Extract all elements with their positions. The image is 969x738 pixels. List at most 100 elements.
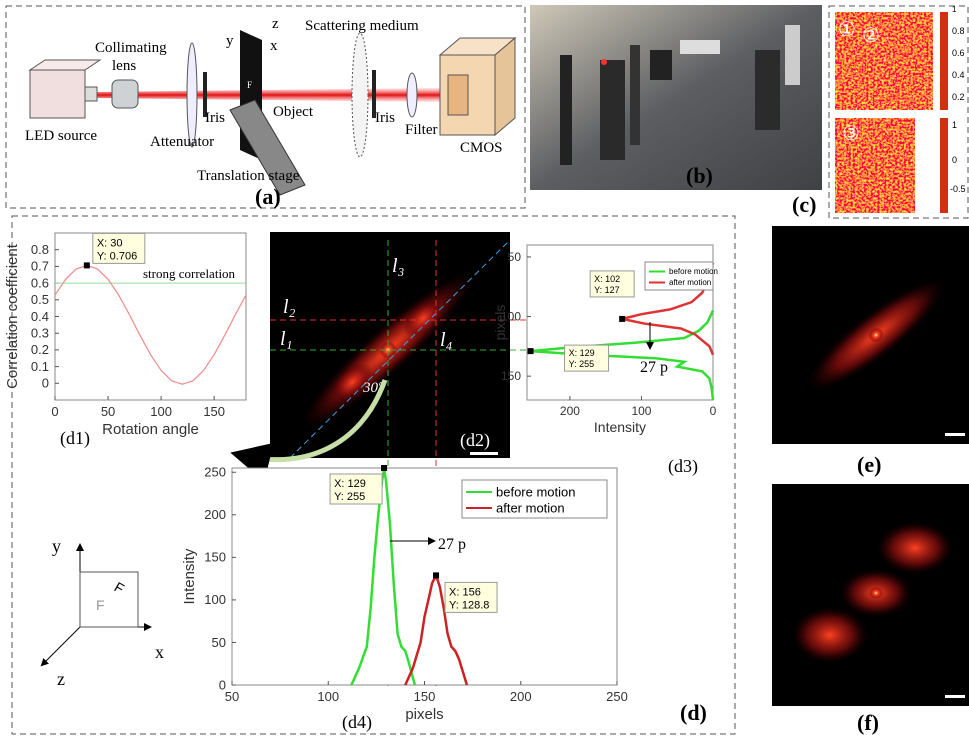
photo-strip xyxy=(680,40,720,54)
x-tick-label: 200 xyxy=(510,689,532,704)
colorbar xyxy=(940,12,948,110)
label: Filter xyxy=(405,122,438,138)
y-tick-label: 0 xyxy=(219,677,226,692)
axis-label: y xyxy=(52,536,61,556)
panel-label: (c) xyxy=(792,192,816,217)
data-tip-text: X: 30 xyxy=(97,237,123,249)
colorbar-tick: 0 xyxy=(952,155,957,165)
y-tick-label: 0 xyxy=(42,376,49,391)
object-letter: F xyxy=(247,80,252,90)
light-beam xyxy=(95,88,440,102)
panel-label: (a) xyxy=(255,184,281,209)
note: 27 p xyxy=(438,536,466,553)
x-axis-label: Intensity xyxy=(594,419,646,435)
colorbar-tick: 1 xyxy=(952,5,957,14)
y-tick-label: 50 xyxy=(508,250,522,264)
y-axis-label: pixels xyxy=(492,305,508,341)
y-axis-label: Intensity xyxy=(181,548,198,604)
plot-area xyxy=(55,233,246,400)
y-tick-label: 250 xyxy=(204,465,226,480)
line-label: l₄ xyxy=(440,329,453,351)
line-label: l₃ xyxy=(392,255,405,277)
label: Collimating xyxy=(95,40,167,56)
scale-bar xyxy=(945,695,965,698)
figure: LED source Collimating lens Attenuator I… xyxy=(0,0,969,738)
x-tick-label: 100 xyxy=(317,689,339,704)
panel-e: (e) xyxy=(772,226,969,477)
x-tick-label: 100 xyxy=(150,404,172,419)
data-tip-marker xyxy=(433,572,439,578)
scattering-medium xyxy=(352,33,368,157)
scale-bar xyxy=(945,433,965,436)
photo-post xyxy=(630,45,640,145)
x-tick-label: 100 xyxy=(631,404,651,418)
photo-post xyxy=(755,50,780,130)
panel-b: (b) xyxy=(530,5,822,190)
label: CMOS xyxy=(460,140,503,156)
y-tick-label: 0.6 xyxy=(31,275,49,290)
y-tick-label: 0.4 xyxy=(31,309,49,324)
x-tick-label: 50 xyxy=(101,404,115,419)
x-tick-label: 150 xyxy=(414,689,436,704)
x-axis-label: Rotation angle xyxy=(102,421,199,438)
y-tick-label: 150 xyxy=(204,550,226,565)
data-tip-text: Y: 255 xyxy=(334,491,365,503)
scale-bar xyxy=(470,452,498,455)
object-letter: F xyxy=(112,579,127,597)
led-box xyxy=(30,70,85,118)
data-tip-marker xyxy=(381,465,387,471)
speckle-blob xyxy=(792,607,868,663)
data-tip-text: X: 129 xyxy=(569,348,595,358)
label: Iris xyxy=(375,110,395,126)
panel-f: (f) xyxy=(772,484,969,735)
filter xyxy=(407,73,417,117)
data-tip-text: Y: 255 xyxy=(569,359,595,369)
axis-arrow xyxy=(42,627,80,665)
axis-label: x xyxy=(270,38,278,54)
axis-label: z xyxy=(272,16,279,32)
panel-a: LED source Collimating lens Attenuator I… xyxy=(6,6,525,209)
colorbar-tick: 0.8 xyxy=(952,26,965,36)
panel-label: (b) xyxy=(686,163,713,188)
axis-label: z xyxy=(57,669,65,689)
legend-label: before motion xyxy=(669,267,718,276)
data-tip-text: Y: 128.8 xyxy=(449,599,489,611)
object-letter: F xyxy=(96,597,105,613)
cmos-sensor xyxy=(448,75,468,115)
photo-screen xyxy=(785,25,800,85)
x-tick-label: 200 xyxy=(560,404,580,418)
y-tick-label: 0.3 xyxy=(31,326,49,341)
attenuator xyxy=(187,43,197,147)
colorbar-tick: 0.2 xyxy=(952,92,965,102)
data-tip-text: Y: 0.706 xyxy=(97,250,137,262)
data-tip-marker xyxy=(84,262,90,268)
y-tick-label: 50 xyxy=(212,635,226,650)
led-nozzle xyxy=(85,87,97,101)
data-tip-text: X: 156 xyxy=(449,586,481,598)
label: Iris xyxy=(205,110,225,126)
speckle-peak xyxy=(869,587,883,599)
chart-label: (d4) xyxy=(342,712,372,733)
led-top xyxy=(30,60,100,70)
colorbar-tick: -0.5 xyxy=(950,184,966,194)
line-label: l₁ xyxy=(280,328,293,350)
legend-label: after motion xyxy=(669,278,711,287)
x-tick-label: 0 xyxy=(710,404,717,418)
data-tip-marker xyxy=(528,348,534,354)
speckle-blob xyxy=(877,522,953,574)
panel-label: (d2) xyxy=(460,430,490,451)
data-tip-text: X: 102 xyxy=(594,274,620,284)
legend-label: after motion xyxy=(496,500,565,515)
y-tick-label: 0.2 xyxy=(31,342,49,357)
chart-label: (d1) xyxy=(60,428,90,449)
marker: ② xyxy=(862,25,880,47)
photo-post xyxy=(560,55,572,165)
marker: ① xyxy=(838,19,856,41)
line-label: l₂ xyxy=(283,296,296,318)
y-tick-label: 200 xyxy=(204,507,226,522)
photo-light xyxy=(601,59,607,65)
label: Translation stage xyxy=(197,168,300,184)
axis-label: x xyxy=(155,642,164,662)
label: Scattering medium xyxy=(305,18,419,34)
label: Object xyxy=(273,104,314,120)
